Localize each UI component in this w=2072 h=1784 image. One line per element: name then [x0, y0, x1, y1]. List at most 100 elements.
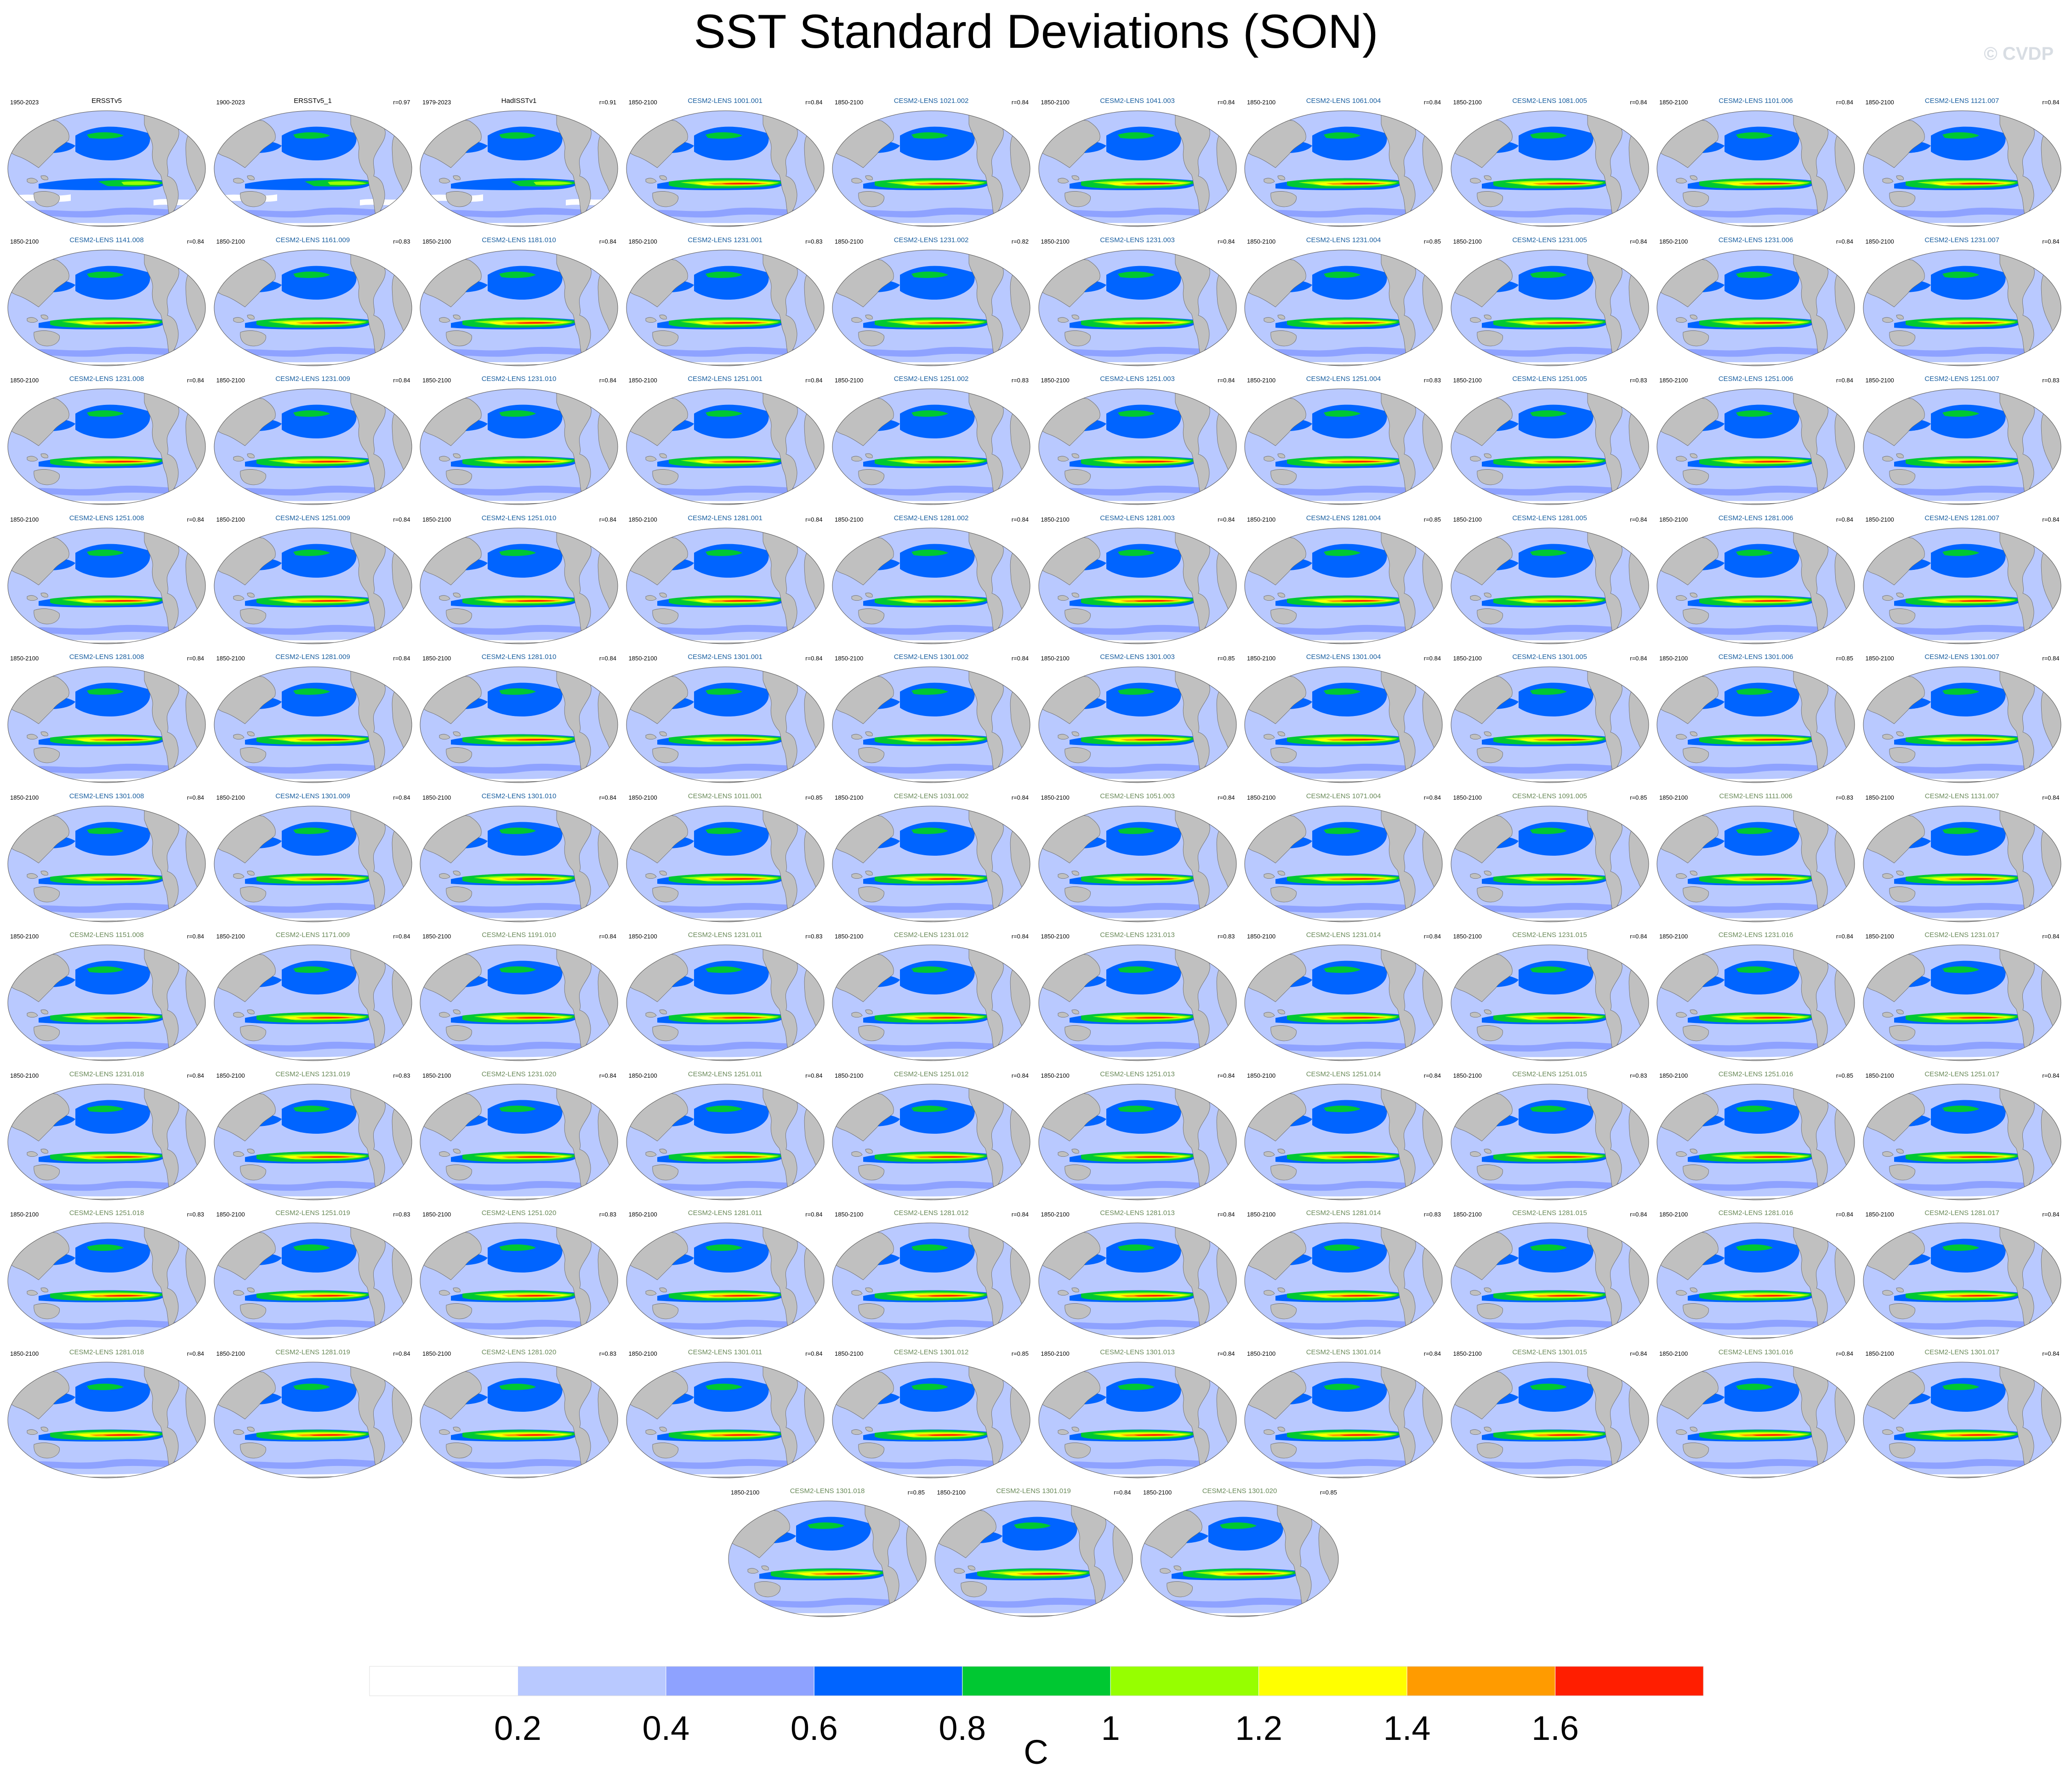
colorbar-box — [962, 1666, 1111, 1696]
americas-landmass — [556, 1364, 592, 1468]
panel-pattern-correlation: r=0.84 — [805, 1211, 823, 1218]
australia-landmass — [858, 330, 884, 346]
map-panel: 1850-2100 CESM2-LENS 1231.003 r=0.84 — [1037, 233, 1238, 371]
panel-dataset-name: CESM2-LENS 1231.005 — [1512, 236, 1587, 244]
map-outline — [832, 110, 1030, 227]
panel-dataset-name: CESM2-LENS 1281.016 — [1718, 1209, 1793, 1217]
equatorial-band-peak — [309, 600, 350, 602]
map-outline — [1244, 666, 1443, 783]
equatorial-band-peak — [309, 461, 350, 463]
panel-pattern-correlation: r=0.84 — [393, 377, 410, 384]
map-outline — [1244, 528, 1443, 644]
panel-pattern-correlation: r=0.85 — [907, 1489, 925, 1496]
panel-pattern-correlation: r=0.84 — [1836, 933, 1853, 940]
panel-period: 1850-2100 — [1865, 1072, 1894, 1079]
panel-dataset-name: CESM2-LENS 1301.001 — [688, 653, 763, 661]
map-panel: 1850-2100 CESM2-LENS 1251.003 r=0.84 — [1037, 372, 1238, 510]
panel-dataset-name: CESM2-LENS 1301.010 — [481, 792, 557, 800]
panel-period: 1850-2100 — [628, 1211, 657, 1218]
panel-dataset-name: CESM2-LENS 1251.015 — [1512, 1070, 1587, 1078]
panel-period: 1850-2100 — [1453, 516, 1482, 523]
map-outline — [1038, 110, 1236, 227]
panel-pattern-correlation: r=0.84 — [599, 377, 616, 384]
map-outline — [1244, 1222, 1443, 1339]
panel-pattern-correlation: r=0.85 — [1630, 794, 1647, 801]
americas-landmass — [1381, 251, 1416, 356]
map-panel: 1850-2100 CESM2-LENS 1251.002 r=0.83 — [831, 372, 1031, 510]
sst-map — [626, 110, 824, 227]
panel-period: 1850-2100 — [628, 1350, 657, 1357]
australia-landmass — [1270, 469, 1297, 485]
panel-period: 1850-2100 — [835, 1350, 864, 1357]
equatorial-band-peak — [721, 1017, 762, 1019]
panel-dataset-name: CESM2-LENS 1251.019 — [275, 1209, 350, 1217]
americas-landmass — [556, 251, 592, 356]
panel-dataset-name: CESM2-LENS 1231.012 — [894, 931, 969, 939]
panel-dataset-name: HadISSTv1 — [501, 97, 537, 105]
equatorial-band-peak — [1133, 1295, 1174, 1297]
australia-landmass — [239, 1442, 266, 1458]
map-outline — [626, 666, 824, 783]
australia-landmass — [1889, 330, 1915, 346]
equatorial-band-peak — [721, 739, 762, 741]
panel-period: 1850-2100 — [835, 516, 864, 523]
australia-landmass — [1270, 1025, 1297, 1041]
panel-pattern-correlation: r=0.84 — [2042, 1072, 2060, 1079]
map-panel: 1850-2100 CESM2-LENS 1281.014 r=0.83 — [1243, 1206, 1444, 1344]
australia-landmass — [1683, 469, 1709, 485]
panel-period: 1850-2100 — [216, 238, 245, 245]
map-outline — [1038, 806, 1236, 922]
panel-pattern-correlation: r=0.84 — [1630, 99, 1647, 106]
sst-map — [1244, 110, 1443, 227]
australia-landmass — [1167, 1581, 1193, 1597]
equatorial-band-peak — [515, 878, 556, 880]
map-panel: 1850-2100 CESM2-LENS 1301.001 r=0.84 — [625, 650, 825, 788]
equatorial-band-peak — [1546, 183, 1587, 185]
australia-landmass — [652, 747, 678, 763]
panel-pattern-correlation: r=0.84 — [1836, 238, 1853, 245]
map-panel: 1850-2100 CESM2-LENS 1231.007 r=0.84 — [1862, 233, 2062, 371]
watermark: © CVDP — [1984, 44, 2054, 64]
panel-dataset-name: CESM2-LENS 1151.008 — [69, 931, 144, 939]
sst-map — [1656, 666, 1855, 783]
americas-landmass — [968, 668, 1004, 773]
panel-period: 1850-2100 — [216, 377, 245, 384]
map-outline — [1244, 250, 1443, 366]
map-outline — [7, 110, 206, 227]
equatorial-band-peak — [103, 1295, 143, 1297]
panel-period: 1850-2100 — [628, 377, 657, 384]
americas-landmass — [1175, 668, 1210, 773]
panel-dataset-name: CESM2-LENS 1281.005 — [1512, 514, 1587, 522]
equatorial-band-peak — [1752, 183, 1793, 185]
map-outline — [7, 1222, 206, 1339]
map-panel: 1850-2100 CESM2-LENS 1281.013 r=0.84 — [1037, 1206, 1238, 1344]
colorbar-box — [666, 1666, 814, 1696]
map-panel: 1850-2100 CESM2-LENS 1231.015 r=0.84 — [1450, 928, 1650, 1066]
panel-pattern-correlation: r=0.84 — [1836, 1350, 1853, 1357]
sst-map — [832, 528, 1030, 644]
australia-landmass — [652, 469, 678, 485]
map-outline — [7, 1084, 206, 1200]
panel-period: 1850-2100 — [1247, 655, 1276, 662]
americas-landmass — [763, 807, 798, 912]
australia-landmass — [1476, 1442, 1503, 1458]
map-panel: 1850-2100 CESM2-LENS 1231.010 r=0.84 — [419, 372, 619, 510]
americas-landmass — [1381, 112, 1416, 216]
americas-landmass — [144, 112, 179, 216]
americas-landmass — [350, 529, 386, 634]
sst-map — [1140, 1500, 1339, 1617]
panel-dataset-name: CESM2-LENS 1281.001 — [688, 514, 763, 522]
panel-pattern-correlation: r=0.84 — [599, 238, 616, 245]
equatorial-band-peak — [928, 322, 968, 324]
panel-period: 1850-2100 — [1865, 655, 1894, 662]
sst-map — [420, 110, 618, 227]
sst-map — [7, 1362, 206, 1478]
americas-landmass — [1999, 807, 2035, 912]
americas-landmass — [968, 112, 1004, 216]
equatorial-band-peak — [1958, 1295, 1999, 1297]
australia-landmass — [1270, 747, 1297, 763]
americas-landmass — [144, 529, 179, 634]
sst-map — [1038, 1362, 1236, 1478]
